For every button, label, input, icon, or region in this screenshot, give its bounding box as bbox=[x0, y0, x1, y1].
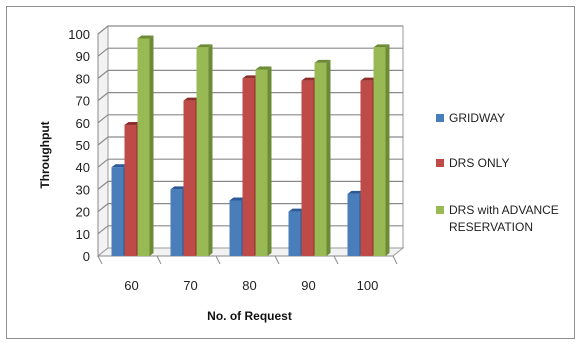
bar-top bbox=[124, 122, 141, 126]
legend-label-0: GRIDWAY bbox=[449, 111, 505, 125]
bar-gridway-90 bbox=[288, 211, 301, 256]
bar-gridway-70 bbox=[170, 189, 183, 256]
bar-drs-only-70 bbox=[183, 100, 196, 256]
y-tick-label: 80 bbox=[76, 71, 90, 86]
y-tick-label: 0 bbox=[83, 249, 90, 264]
x-tick-label: 70 bbox=[183, 278, 197, 293]
bar-drs-with-advance-reservation-100 bbox=[373, 47, 386, 256]
bar-drs-with-advance-reservation-90 bbox=[314, 62, 327, 256]
y-tick-label: 30 bbox=[76, 182, 90, 197]
bar-drs-only-90 bbox=[301, 80, 314, 257]
legend-label-2: DRS with ADVANCE bbox=[449, 203, 559, 217]
bar-top bbox=[373, 44, 390, 48]
y-tick-label: 20 bbox=[76, 205, 90, 220]
x-tick-label: 80 bbox=[242, 278, 256, 293]
bar-side bbox=[149, 35, 154, 256]
y-tick-label: 40 bbox=[76, 160, 90, 175]
y-tick-label: 90 bbox=[76, 49, 90, 64]
bar-side bbox=[208, 44, 213, 256]
bar-gridway-80 bbox=[229, 200, 242, 256]
bar-top bbox=[170, 186, 187, 190]
legend-label-1: DRS ONLY bbox=[449, 156, 509, 170]
gridline bbox=[97, 25, 403, 35]
bar-top bbox=[196, 44, 213, 48]
bar-top bbox=[288, 208, 305, 212]
bar-drs-only-60 bbox=[124, 125, 137, 257]
bar-top bbox=[347, 190, 364, 194]
legend-swatch-2 bbox=[436, 206, 444, 214]
x-tick-mark bbox=[97, 255, 103, 265]
bar-side bbox=[267, 66, 272, 257]
y-tick-label: 50 bbox=[76, 138, 90, 153]
x-tick-mark bbox=[333, 255, 339, 265]
x-tick-label: 100 bbox=[357, 278, 379, 293]
bar-drs-with-advance-reservation-60 bbox=[137, 38, 150, 256]
x-tick-mark bbox=[392, 255, 398, 265]
x-tick-label: 90 bbox=[301, 278, 315, 293]
gridline bbox=[97, 69, 403, 79]
bar-top bbox=[314, 59, 331, 63]
x-axis-title: No. of Request bbox=[207, 309, 292, 323]
bar-top bbox=[229, 197, 246, 201]
bar-drs-only-100 bbox=[360, 80, 373, 257]
legend-swatch-0 bbox=[436, 114, 444, 122]
gridline bbox=[97, 47, 403, 57]
x-tick-label: 60 bbox=[124, 278, 138, 293]
bar-top bbox=[301, 77, 318, 81]
bar-top bbox=[255, 66, 272, 70]
y-tick-label: 10 bbox=[76, 227, 90, 242]
bar-gridway-60 bbox=[111, 167, 124, 256]
bar-top bbox=[137, 35, 154, 39]
legend-label-2: RESERVATION bbox=[449, 220, 533, 234]
bar-side bbox=[326, 59, 331, 256]
x-tick-mark bbox=[274, 255, 280, 265]
y-tick-label: 60 bbox=[76, 116, 90, 131]
bar-top bbox=[360, 77, 377, 81]
bar-drs-with-advance-reservation-80 bbox=[255, 69, 268, 257]
y-axis-title: Throughput bbox=[38, 121, 52, 188]
x-tick-mark bbox=[215, 255, 221, 265]
bar-drs-only-80 bbox=[242, 78, 255, 257]
y-tick-label: 70 bbox=[76, 94, 90, 109]
bar-top bbox=[183, 97, 200, 101]
x-tick-mark bbox=[156, 255, 162, 265]
legend-swatch-1 bbox=[436, 159, 444, 167]
bar-drs-with-advance-reservation-70 bbox=[196, 47, 209, 256]
bar-side bbox=[385, 44, 390, 256]
y-tick-label: 100 bbox=[68, 27, 90, 42]
bar-gridway-100 bbox=[347, 193, 360, 256]
bar-top bbox=[111, 164, 128, 168]
bar-top bbox=[242, 75, 259, 79]
